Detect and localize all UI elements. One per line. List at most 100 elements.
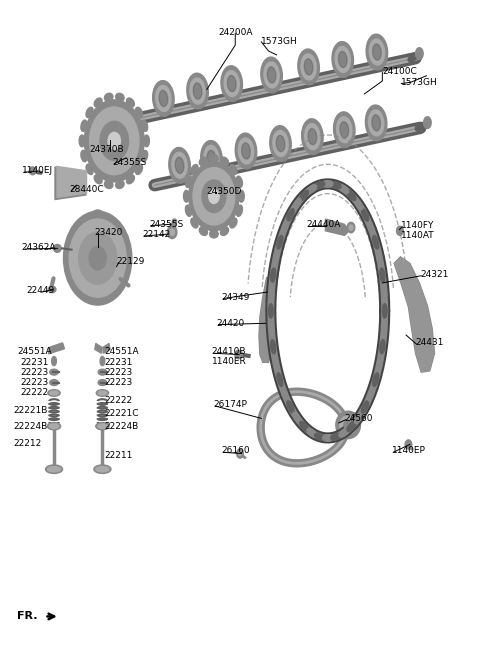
Ellipse shape [300, 421, 309, 432]
Circle shape [100, 122, 129, 160]
Ellipse shape [201, 141, 222, 176]
Circle shape [239, 451, 241, 455]
Ellipse shape [46, 465, 62, 474]
Ellipse shape [116, 93, 124, 101]
Text: 22223: 22223 [105, 378, 133, 387]
Text: 26160: 26160 [221, 447, 250, 455]
Circle shape [84, 100, 144, 182]
Text: 22221C: 22221C [105, 409, 139, 418]
Ellipse shape [377, 251, 382, 265]
Ellipse shape [230, 218, 237, 228]
Circle shape [108, 133, 120, 149]
Circle shape [189, 162, 239, 231]
Text: 1573GH: 1573GH [261, 37, 298, 47]
Ellipse shape [187, 73, 208, 109]
Ellipse shape [305, 124, 320, 150]
Ellipse shape [361, 401, 369, 413]
Ellipse shape [331, 433, 341, 440]
Ellipse shape [336, 117, 352, 143]
Polygon shape [103, 344, 110, 353]
Text: 24200A: 24200A [218, 28, 252, 37]
Ellipse shape [169, 147, 190, 183]
Ellipse shape [268, 304, 273, 318]
Circle shape [90, 107, 139, 175]
Ellipse shape [116, 181, 124, 189]
Ellipse shape [347, 421, 356, 432]
Text: 24551A: 24551A [105, 348, 139, 357]
Text: 22142: 22142 [143, 230, 171, 239]
Ellipse shape [293, 198, 301, 210]
Text: 22224B: 22224B [13, 422, 48, 431]
Ellipse shape [383, 304, 387, 318]
Ellipse shape [230, 164, 237, 175]
Ellipse shape [236, 176, 242, 187]
Ellipse shape [92, 210, 104, 221]
Ellipse shape [369, 39, 384, 65]
Ellipse shape [355, 198, 362, 210]
Polygon shape [394, 257, 434, 372]
Ellipse shape [228, 76, 236, 92]
Ellipse shape [301, 54, 316, 80]
Ellipse shape [380, 268, 385, 283]
Ellipse shape [50, 391, 58, 395]
Ellipse shape [81, 150, 87, 162]
Ellipse shape [271, 340, 276, 353]
Text: 22222: 22222 [21, 388, 49, 397]
Circle shape [202, 180, 226, 213]
Polygon shape [56, 166, 87, 198]
Ellipse shape [270, 125, 291, 162]
Ellipse shape [314, 181, 325, 189]
Text: 1140FY: 1140FY [401, 221, 435, 230]
Ellipse shape [334, 112, 355, 148]
Ellipse shape [172, 152, 187, 178]
Ellipse shape [52, 357, 56, 366]
Ellipse shape [96, 422, 109, 430]
Ellipse shape [135, 107, 143, 118]
Text: 24440A: 24440A [306, 220, 341, 229]
Ellipse shape [276, 135, 285, 152]
Ellipse shape [281, 388, 288, 401]
Ellipse shape [48, 466, 60, 472]
Text: 22224B: 22224B [105, 422, 139, 431]
Ellipse shape [277, 235, 283, 249]
Text: 24362A: 24362A [22, 243, 56, 252]
Text: 22231: 22231 [21, 358, 49, 367]
Circle shape [237, 449, 243, 458]
Ellipse shape [373, 235, 379, 249]
Polygon shape [259, 278, 273, 363]
Text: 22212: 22212 [13, 440, 41, 448]
Ellipse shape [339, 185, 348, 193]
Ellipse shape [100, 357, 105, 366]
Text: 24551A: 24551A [17, 348, 52, 357]
Ellipse shape [331, 181, 341, 189]
Text: 1140ER: 1140ER [212, 357, 246, 366]
Ellipse shape [204, 145, 219, 171]
Circle shape [405, 440, 412, 449]
Ellipse shape [416, 48, 423, 59]
Ellipse shape [377, 357, 382, 371]
Polygon shape [325, 219, 349, 235]
Ellipse shape [185, 176, 192, 187]
Ellipse shape [50, 380, 58, 386]
Polygon shape [394, 257, 434, 372]
Ellipse shape [96, 390, 108, 396]
Ellipse shape [340, 122, 348, 138]
Text: 23420: 23420 [94, 227, 122, 237]
Text: 1140EJ: 1140EJ [22, 166, 53, 175]
Circle shape [349, 225, 353, 230]
Ellipse shape [86, 164, 93, 175]
Polygon shape [48, 343, 64, 354]
Ellipse shape [340, 416, 357, 434]
Ellipse shape [210, 230, 218, 238]
Ellipse shape [191, 164, 198, 175]
Ellipse shape [365, 105, 387, 141]
Ellipse shape [54, 244, 61, 252]
Ellipse shape [239, 138, 253, 164]
Text: 22449: 22449 [26, 286, 55, 295]
Text: 26174P: 26174P [214, 400, 247, 409]
Text: 24410B: 24410B [212, 348, 246, 357]
Ellipse shape [372, 44, 381, 60]
Polygon shape [55, 167, 86, 200]
Ellipse shape [304, 58, 313, 75]
Ellipse shape [142, 150, 148, 162]
